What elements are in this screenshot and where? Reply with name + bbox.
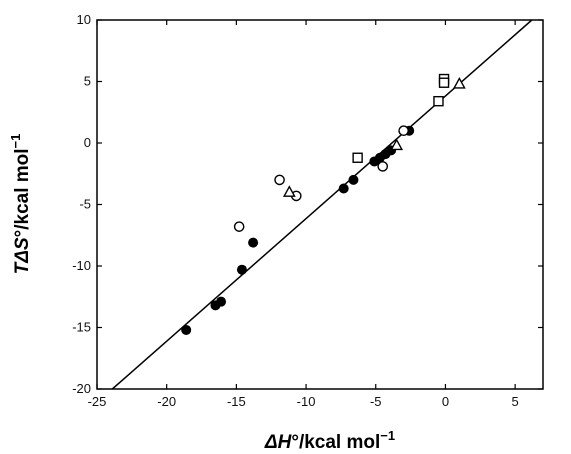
filled-circle-point: [248, 237, 259, 248]
open-triangle-point: [390, 138, 404, 151]
data-points: [181, 73, 466, 335]
x-tick-label: -20: [157, 394, 176, 409]
x-tick-label: 5: [512, 394, 519, 409]
open-square-point: [438, 77, 450, 88]
y-tick-label: 10: [77, 12, 91, 27]
fit-line: [111, 19, 533, 390]
filled-circle-point: [348, 174, 359, 185]
y-tick-label: -20: [72, 381, 91, 396]
y-tick-label: 0: [84, 135, 91, 150]
y-tick-label: -5: [79, 197, 91, 212]
open-circle-point: [398, 125, 409, 136]
open-circle-point: [377, 161, 389, 172]
x-axis-title-unit: °/kcal mol: [291, 432, 380, 453]
plot-frame: [96, 19, 544, 390]
open-square-point: [352, 152, 363, 163]
filled-circle-point: [338, 183, 349, 194]
x-tick-label: -10: [297, 394, 316, 409]
x-tick-label: -15: [227, 394, 246, 409]
x-tick-label: -5: [370, 394, 382, 409]
x-axis-title: ΔH°/kcal mol−1: [264, 428, 395, 453]
filled-circle-point: [216, 296, 227, 307]
y-tick-label: 5: [84, 74, 91, 89]
open-triangle-point: [282, 185, 296, 197]
x-tick-label: 0: [442, 394, 449, 409]
x-tick-label: -25: [88, 394, 107, 409]
fit-line-layer: [111, 19, 533, 390]
y-axis-title-exponent: −1: [8, 134, 23, 149]
y-tick-label: -10: [72, 258, 91, 273]
filled-circle-point: [181, 324, 192, 335]
y-tick-label: -15: [72, 320, 91, 335]
x-axis-title-exponent: −1: [380, 428, 395, 443]
open-circle-point: [274, 174, 285, 186]
open-square-point: [433, 95, 444, 107]
open-circle-point: [233, 221, 245, 232]
x-axis-title-symbol: ΔH: [264, 432, 293, 453]
y-axis-title-symbol: TΔS: [12, 237, 33, 274]
y-axis-title: TΔS°/kcal mol−1: [8, 134, 33, 275]
filled-circle-point: [236, 264, 247, 275]
open-triangle-point: [452, 77, 466, 89]
y-axis-title-unit: °/kcal mol: [12, 148, 33, 237]
